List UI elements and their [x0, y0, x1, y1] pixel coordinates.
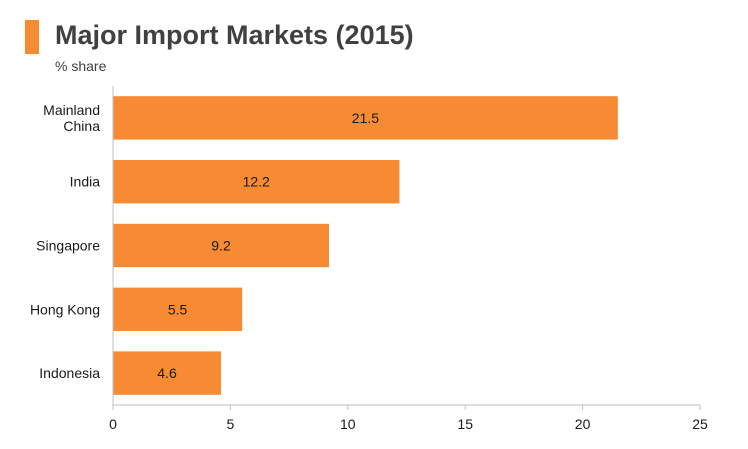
category-label: Mainland	[43, 102, 100, 118]
bar	[113, 351, 222, 395]
bar	[113, 96, 618, 140]
data-label: 21.5	[352, 110, 379, 126]
chart-subtitle: % share	[55, 58, 107, 74]
bar	[113, 287, 243, 331]
category-label: Indonesia	[39, 365, 100, 381]
category-label: China	[63, 118, 100, 134]
title-marker	[25, 20, 39, 54]
data-label: 9.2	[211, 238, 231, 254]
x-tick-label: 10	[340, 416, 356, 432]
data-label: 4.6	[157, 365, 177, 381]
chart-title: Major Import Markets (2015)	[55, 20, 414, 50]
x-tick-label: 0	[109, 416, 117, 432]
category-label: India	[70, 174, 101, 190]
bar	[113, 160, 400, 204]
data-label: 12.2	[243, 174, 270, 190]
bar	[113, 223, 330, 268]
category-label: Singapore	[36, 238, 100, 254]
data-label: 5.5	[168, 301, 188, 317]
x-tick-label: 25	[692, 416, 708, 432]
x-tick-label: 20	[575, 416, 591, 432]
x-tick-label: 15	[457, 416, 473, 432]
x-tick-label: 5	[227, 416, 235, 432]
category-label: Hong Kong	[30, 301, 100, 317]
